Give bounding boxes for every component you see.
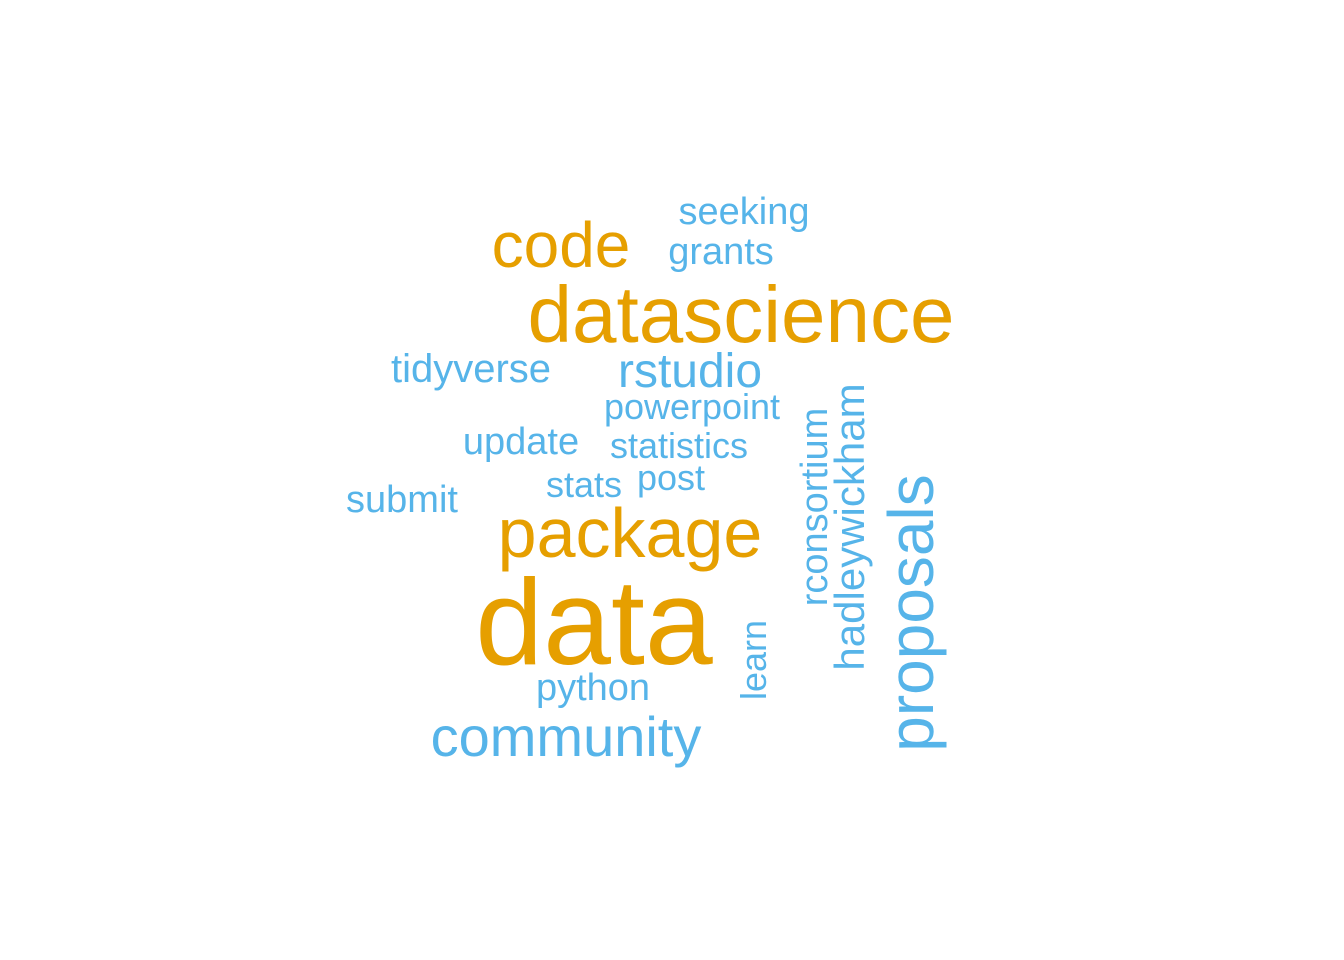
word-code: code <box>491 209 631 281</box>
word-powerpoint: powerpoint <box>603 386 781 427</box>
word-learn: learn <box>733 619 774 701</box>
word-python: python <box>535 667 651 709</box>
word-proposals: proposals <box>875 474 947 752</box>
word-update: update <box>462 421 580 463</box>
word-submit: submit <box>346 479 458 521</box>
word-tidyverse: tidyverse <box>390 347 552 391</box>
word-post: post <box>636 457 706 498</box>
word-data: data <box>475 554 713 690</box>
word-datascience: datascience <box>527 270 955 359</box>
word-statistics: statistics <box>609 425 749 466</box>
word-stats: stats <box>545 464 623 505</box>
word-community: community <box>430 705 702 768</box>
word-rstudio: rstudio <box>617 345 763 398</box>
word-grants: grants <box>668 231 774 273</box>
word-package: package <box>497 494 763 572</box>
word-seeking: seeking <box>678 191 810 233</box>
word-rconsortium: rconsortium <box>794 407 836 607</box>
